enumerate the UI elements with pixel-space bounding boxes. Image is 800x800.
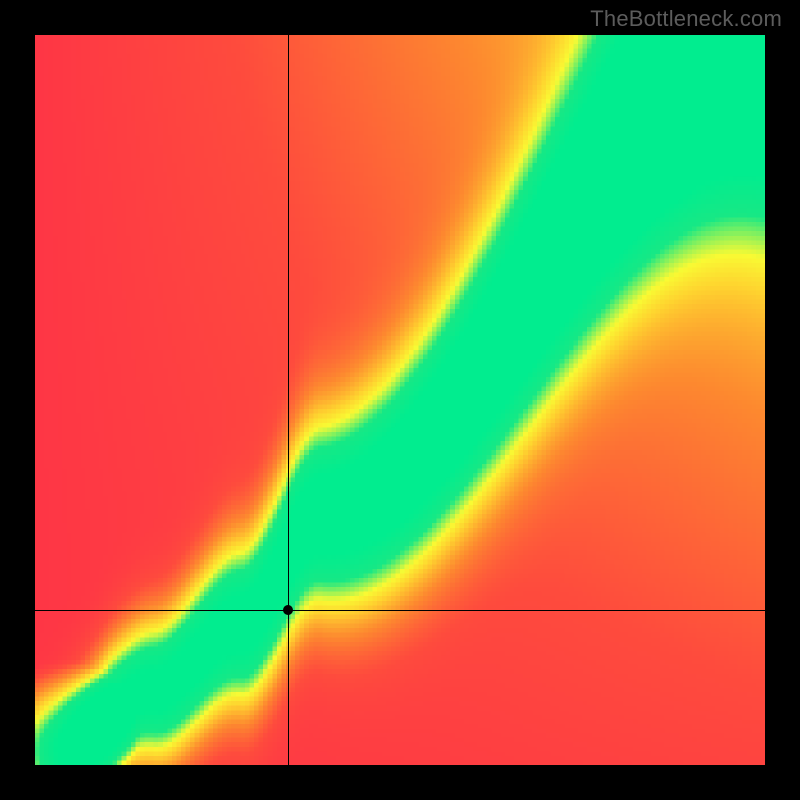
heatmap-canvas [35,35,765,765]
watermark-text: TheBottleneck.com [590,6,782,32]
chart-container: TheBottleneck.com [0,0,800,800]
